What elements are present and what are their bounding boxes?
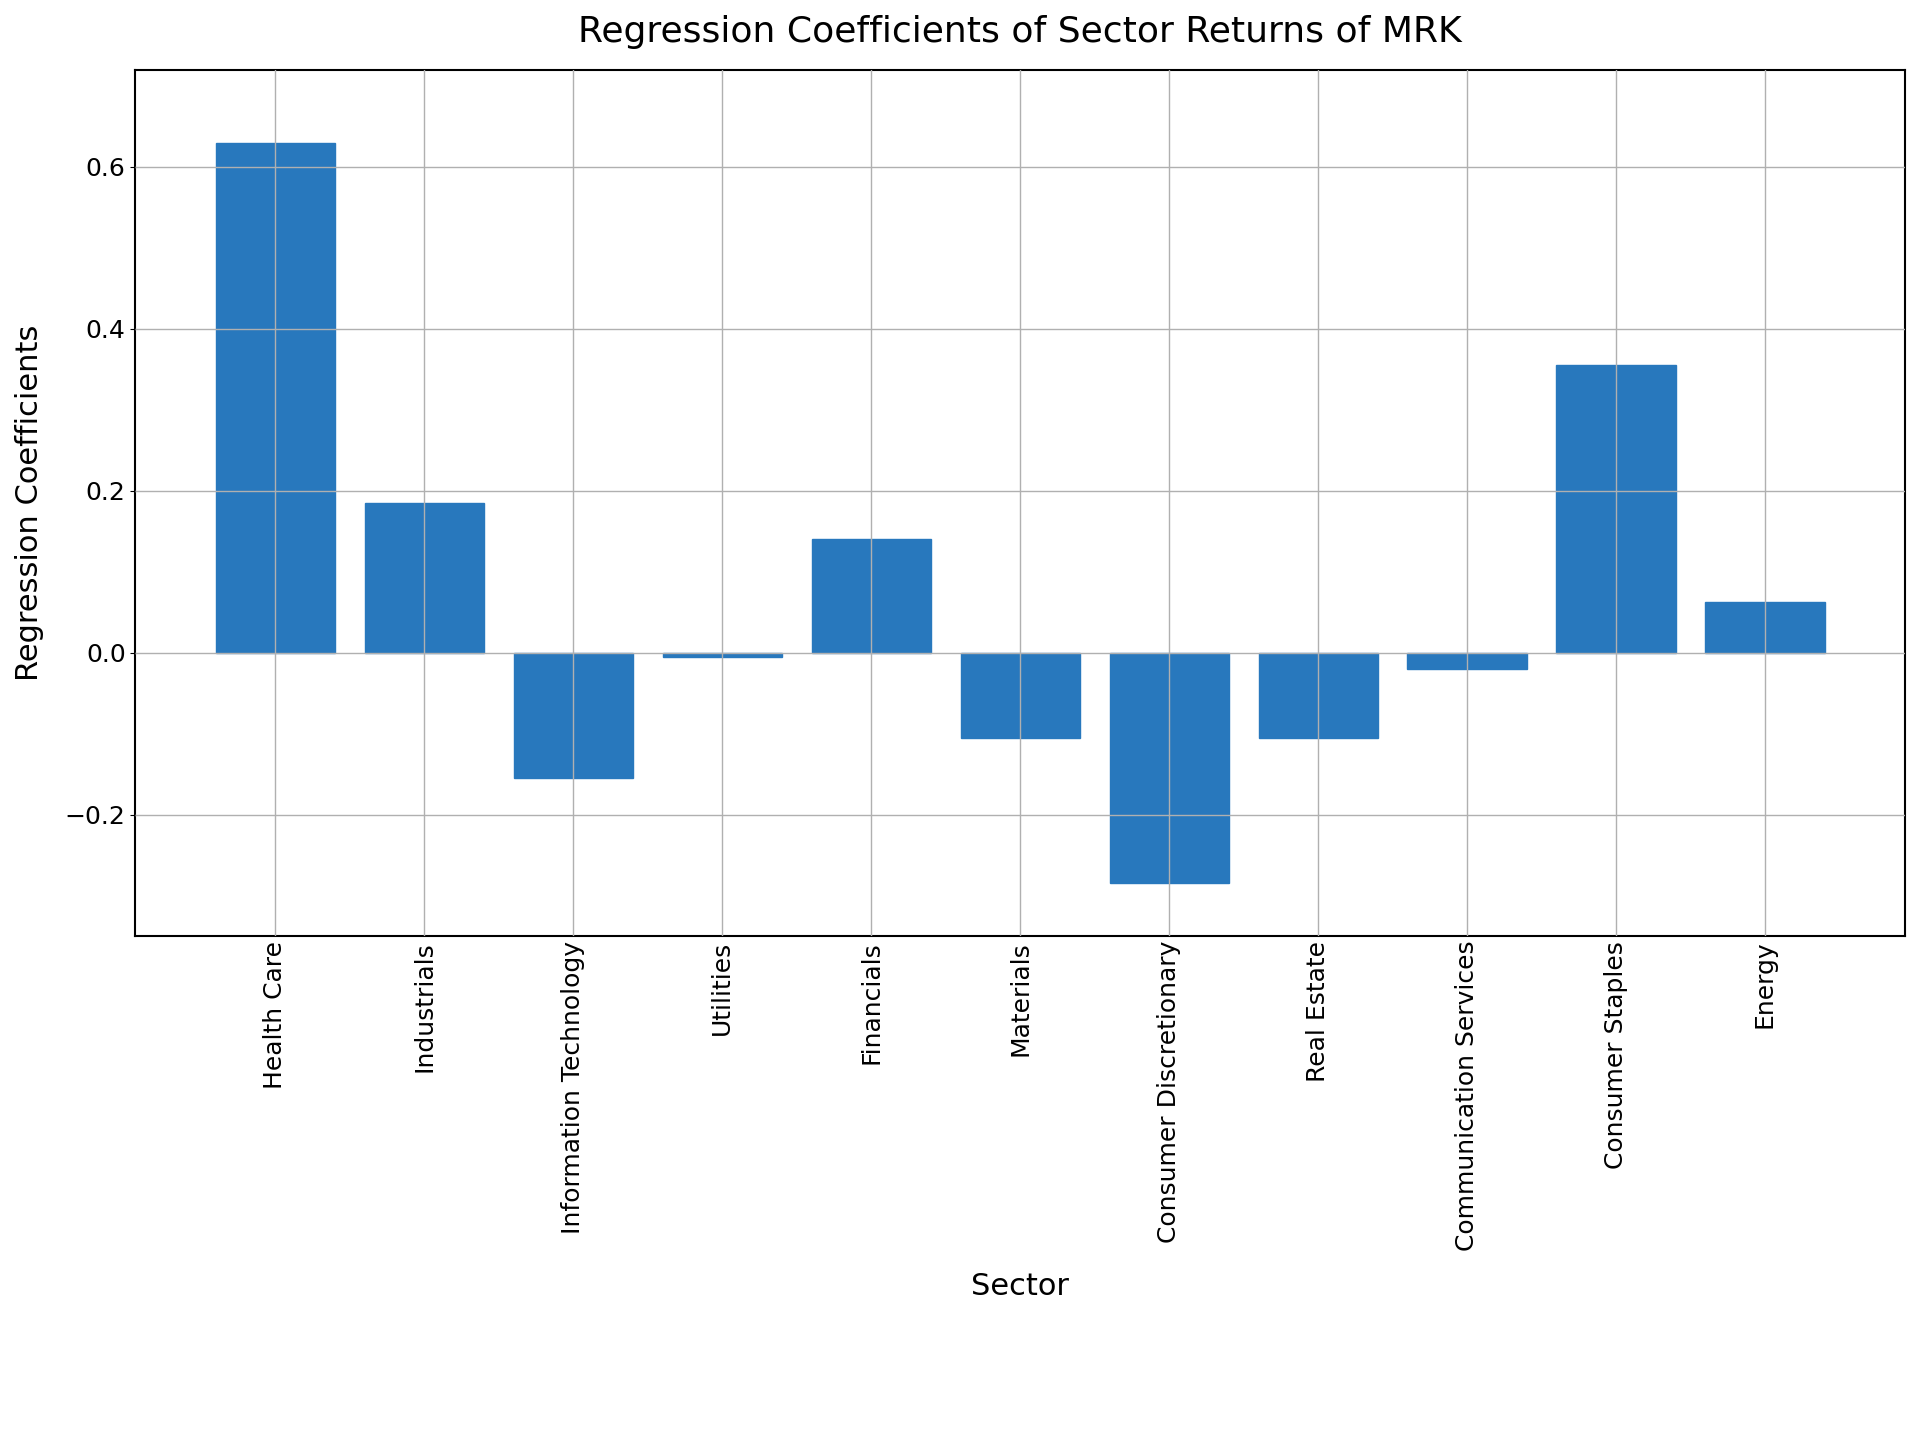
Bar (365, 503, 484, 652)
Bar (1407, 652, 1526, 668)
Bar (215, 143, 334, 652)
Title: Regression Coefficients of Sector Returns of MRK: Regression Coefficients of Sector Return… (578, 14, 1463, 49)
Y-axis label: Regression Coefficients: Regression Coefficients (15, 324, 44, 681)
Bar (812, 540, 931, 652)
Bar (1110, 652, 1229, 883)
Bar (662, 652, 781, 657)
Bar (515, 652, 634, 778)
Bar (1258, 652, 1379, 737)
X-axis label: Sector: Sector (972, 1273, 1069, 1302)
Bar (1557, 366, 1676, 652)
Bar (1705, 602, 1824, 652)
Bar (960, 652, 1079, 737)
